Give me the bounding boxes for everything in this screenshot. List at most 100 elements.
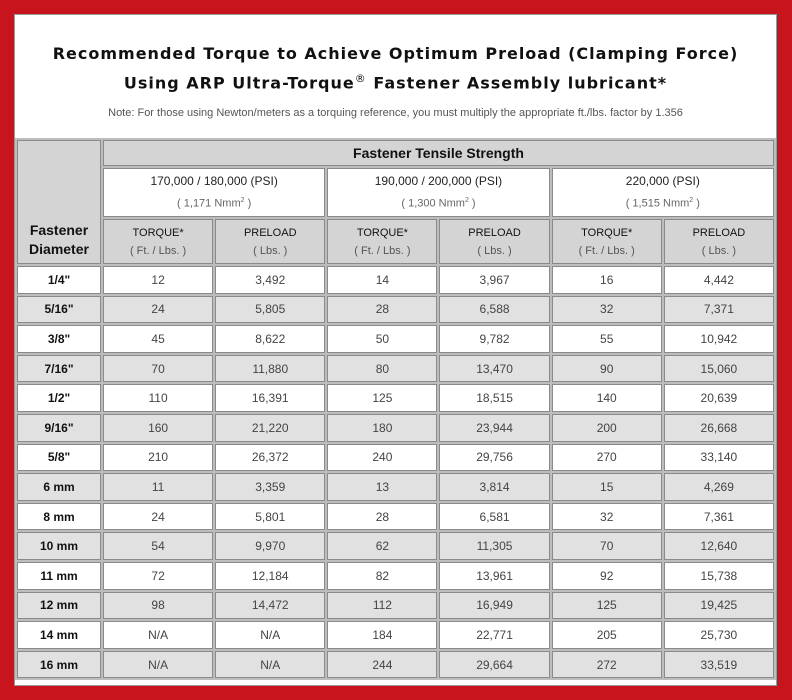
value-cell: 160	[103, 413, 214, 442]
value-cell: 28	[327, 502, 438, 531]
value-cell: 90	[551, 354, 662, 383]
value-cell: 70	[551, 532, 662, 560]
value-cell: 244	[327, 650, 438, 679]
value-cell: 32	[551, 502, 662, 531]
diameter-cell: 1/4"	[17, 266, 101, 294]
value-cell: 140	[551, 384, 662, 412]
value-cell: 24	[103, 502, 214, 531]
value-cell: 25,730	[663, 621, 774, 649]
column-header-preload: PRELOAD( Lbs. )	[215, 219, 326, 264]
diameter-cell: 1/2"	[17, 384, 101, 412]
table-row: 5/16" 24 5,805 28 6,588 32 7,371	[17, 295, 774, 324]
value-cell: 13,961	[439, 561, 550, 590]
value-cell: 9,782	[439, 325, 550, 353]
value-cell: 4,442	[663, 266, 774, 294]
value-cell: 210	[103, 443, 214, 472]
value-cell: 4,269	[663, 473, 774, 501]
column-header-preload: PRELOAD( Lbs. )	[439, 219, 550, 264]
diameter-cell: 5/8"	[17, 443, 101, 472]
value-cell: 20,639	[663, 384, 774, 412]
torque-chart-card: Recommended Torque to Achieve Optimum Pr…	[14, 14, 777, 686]
torque-table: Fastener Diameter Fastener Tensile Streng…	[15, 138, 776, 681]
diameter-cell: 3/8"	[17, 325, 101, 353]
value-cell: 24	[103, 295, 214, 324]
value-cell: 13,470	[439, 354, 550, 383]
table-row: 6 mm 11 3,359 13 3,814 15 4,269	[17, 473, 774, 501]
diameter-cell: 9/16"	[17, 413, 101, 442]
value-cell: 272	[551, 650, 662, 679]
value-cell: 98	[103, 591, 214, 620]
value-cell: 11,305	[439, 532, 550, 560]
value-cell: 29,664	[439, 650, 550, 679]
value-cell: 200	[551, 413, 662, 442]
value-cell: 3,492	[215, 266, 326, 294]
strength-group-header: 170,000 / 180,000 (PSI)( 1,171 Nmm2 )	[103, 168, 326, 217]
column-header-torque: TORQUE*( Ft. / Lbs. )	[103, 219, 214, 264]
value-cell: N/A	[103, 650, 214, 679]
value-cell: N/A	[103, 621, 214, 649]
table-row: 1/2" 110 16,391 125 18,515 140 20,639	[17, 384, 774, 412]
value-cell: 72	[103, 561, 214, 590]
value-cell: 16	[551, 266, 662, 294]
table-row: 11 mm 72 12,184 82 13,961 92 15,738	[17, 561, 774, 590]
table-row: 8 mm 24 5,801 28 6,581 32 7,361	[17, 502, 774, 531]
value-cell: 22,771	[439, 621, 550, 649]
value-cell: 14,472	[215, 591, 326, 620]
diameter-cell: 6 mm	[17, 473, 101, 501]
strength-group-header: 220,000 (PSI)( 1,515 Nmm2 )	[551, 168, 774, 217]
table-row: 5/8" 210 26,372 240 29,756 270 33,140	[17, 443, 774, 472]
value-cell: 125	[551, 591, 662, 620]
value-cell: 5,801	[215, 502, 326, 531]
table-row: 3/8" 45 8,622 50 9,782 55 10,942	[17, 325, 774, 353]
value-cell: 13	[327, 473, 438, 501]
value-cell: N/A	[215, 621, 326, 649]
value-cell: 55	[551, 325, 662, 353]
note: Note: For those using Newton/meters as a…	[108, 107, 683, 120]
table-row: 16 mm N/A N/A 244 29,664 272 33,519	[17, 650, 774, 679]
value-cell: 70	[103, 354, 214, 383]
diameter-cell: 7/16"	[17, 354, 101, 383]
value-cell: 5,805	[215, 295, 326, 324]
value-cell: 92	[551, 561, 662, 590]
group-header: Fastener Tensile Strength	[103, 140, 774, 166]
value-cell: 19,425	[663, 591, 774, 620]
value-cell: 16,949	[439, 591, 550, 620]
diameter-cell: 11 mm	[17, 561, 101, 590]
value-cell: 18,515	[439, 384, 550, 412]
value-cell: 6,588	[439, 295, 550, 324]
value-cell: 80	[327, 354, 438, 383]
value-cell: 28	[327, 295, 438, 324]
table-row: 7/16" 70 11,880 80 13,470 90 15,060	[17, 354, 774, 383]
page-title: Recommended Torque to Achieve Optimum Pr…	[52, 44, 739, 93]
value-cell: 23,944	[439, 413, 550, 442]
column-header-preload: PRELOAD( Lbs. )	[663, 219, 774, 264]
value-cell: 112	[327, 591, 438, 620]
value-cell: 7,361	[663, 502, 774, 531]
value-cell: 3,359	[215, 473, 326, 501]
value-cell: 12	[103, 266, 214, 294]
value-cell: 12,184	[215, 561, 326, 590]
table-row: 10 mm 54 9,970 62 11,305 70 12,640	[17, 532, 774, 560]
value-cell: 8,622	[215, 325, 326, 353]
diameter-cell: 12 mm	[17, 591, 101, 620]
diameter-cell: 5/16"	[17, 295, 101, 324]
value-cell: 15	[551, 473, 662, 501]
value-cell: 12,640	[663, 532, 774, 560]
value-cell: 110	[103, 384, 214, 412]
value-cell: N/A	[215, 650, 326, 679]
value-cell: 26,668	[663, 413, 774, 442]
value-cell: 7,371	[663, 295, 774, 324]
value-cell: 11,880	[215, 354, 326, 383]
value-cell: 184	[327, 621, 438, 649]
value-cell: 29,756	[439, 443, 550, 472]
value-cell: 3,967	[439, 266, 550, 294]
column-header-diameter: Fastener Diameter	[17, 140, 101, 264]
table-row: 9/16" 160 21,220 180 23,944 200 26,668	[17, 413, 774, 442]
value-cell: 6,581	[439, 502, 550, 531]
value-cell: 15,060	[663, 354, 774, 383]
diameter-cell: 16 mm	[17, 650, 101, 679]
value-cell: 16,391	[215, 384, 326, 412]
diameter-cell: 14 mm	[17, 621, 101, 649]
table-row: 14 mm N/A N/A 184 22,771 205 25,730	[17, 621, 774, 649]
value-cell: 45	[103, 325, 214, 353]
